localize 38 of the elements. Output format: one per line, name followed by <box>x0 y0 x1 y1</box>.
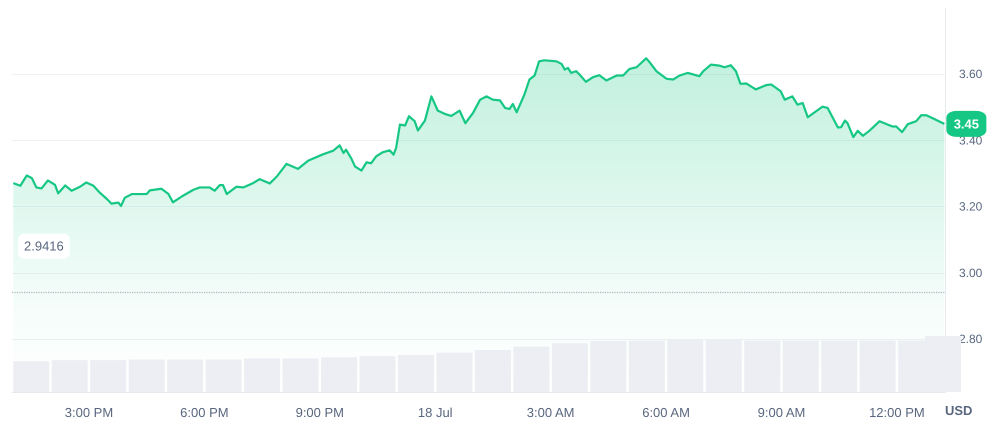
bar <box>128 360 165 392</box>
x-tick-label: 3:00 AM <box>526 405 574 420</box>
bar <box>744 340 780 392</box>
y-tick-label: 3.60 <box>959 67 983 82</box>
x-tick-label: 12:00 PM <box>869 405 925 420</box>
bar <box>321 357 358 392</box>
bar <box>860 340 896 392</box>
bar <box>552 343 588 392</box>
y-tick-label: 3.40 <box>959 133 983 148</box>
bar <box>821 340 858 392</box>
x-tick-label: 18 Jul <box>418 405 453 420</box>
bar <box>90 360 126 392</box>
bar <box>590 341 626 392</box>
bar <box>628 340 665 392</box>
bar <box>206 360 242 392</box>
bar <box>398 355 434 392</box>
bar <box>436 352 472 392</box>
bar <box>667 339 704 392</box>
x-tick-label: 6:00 PM <box>180 405 229 420</box>
x-tick-label: 9:00 AM <box>758 405 806 420</box>
bar <box>513 346 550 392</box>
bar <box>474 350 511 392</box>
x-tick-label: 6:00 AM <box>642 405 690 420</box>
x-tick-label: 9:00 PM <box>296 405 344 420</box>
bar <box>167 360 204 392</box>
x-tick-label: 3:00 PM <box>64 405 114 420</box>
bar <box>13 361 50 392</box>
y-axis-title: USD <box>945 403 972 418</box>
annotation: 3.45 <box>954 116 980 132</box>
y-tick-label: 3.20 <box>959 200 983 214</box>
bar <box>360 356 396 392</box>
bar <box>244 358 280 392</box>
bar <box>782 340 819 392</box>
y-tick-label: 3.00 <box>959 266 983 280</box>
bar <box>706 339 742 392</box>
bar <box>282 358 319 392</box>
ref-line-label: 2.9416 <box>24 238 64 254</box>
bar <box>52 360 88 392</box>
